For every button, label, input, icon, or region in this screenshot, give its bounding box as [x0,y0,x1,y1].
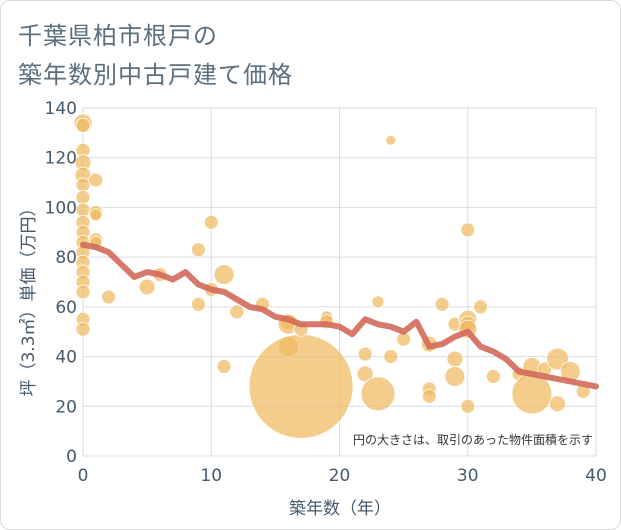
data-bubble [356,365,374,383]
data-bubble [203,214,219,230]
x-tick-label: 0 [78,466,89,486]
bubbles [73,113,591,439]
data-bubble [75,321,91,337]
data-bubble [360,376,396,412]
data-bubble [138,278,156,296]
data-bubble [385,134,397,146]
data-bubble [446,350,464,368]
y-axis-label: 坪（3.3㎡）単価（万円） [19,199,39,396]
x-tick-label: 40 [585,466,607,486]
data-bubble [248,333,354,439]
data-bubble [213,264,235,285]
x-axis-label: 築年数（年） [289,499,391,519]
data-bubble [229,304,245,320]
data-bubble [444,366,466,387]
data-bubble [460,222,476,238]
data-bubble [473,299,488,315]
y-tick-label: 80 [55,248,77,268]
data-bubble [191,242,206,258]
data-bubble [75,118,91,133]
data-bubble [191,296,206,312]
x-tick-label: 20 [329,466,351,486]
data-bubble [421,388,437,404]
data-bubble [549,395,566,413]
y-tick-label: 140 [45,99,77,119]
grid-lines [82,107,597,457]
data-bubble [88,172,104,188]
data-bubble [75,177,91,193]
y-tick-label: 20 [55,397,77,417]
bubble-size-note: 円の大きさは、取引のあった物件面積を示す [353,432,593,447]
y-tick-label: 120 [45,149,77,169]
data-bubble [511,373,553,415]
data-bubble [460,398,476,414]
data-bubble [371,295,385,309]
data-bubble [434,296,450,312]
chart-title-line1: 千葉県柏市根戸の [18,22,218,50]
data-bubble [75,190,91,205]
data-bubble [216,359,232,374]
y-tick-label: 0 [66,447,77,467]
data-bubble [383,349,399,364]
y-tick-label: 100 [45,198,77,218]
chart-title-line2: 築年数別中古戸建て価格 [18,61,293,89]
data-bubble [357,346,373,362]
y-tick-label: 40 [55,348,77,368]
y-tick-label: 60 [55,298,77,318]
data-bubble [101,289,117,305]
data-bubble [75,284,91,300]
data-bubble [75,202,91,218]
x-tick-label: 30 [457,466,479,486]
data-bubble [485,369,501,384]
trend-line [80,241,599,390]
data-bubble [89,208,103,222]
x-tick-label: 10 [200,466,222,486]
axis-ticks: 0 20 40 60 80 100 120 140 0 10 20 30 40 [45,99,607,486]
